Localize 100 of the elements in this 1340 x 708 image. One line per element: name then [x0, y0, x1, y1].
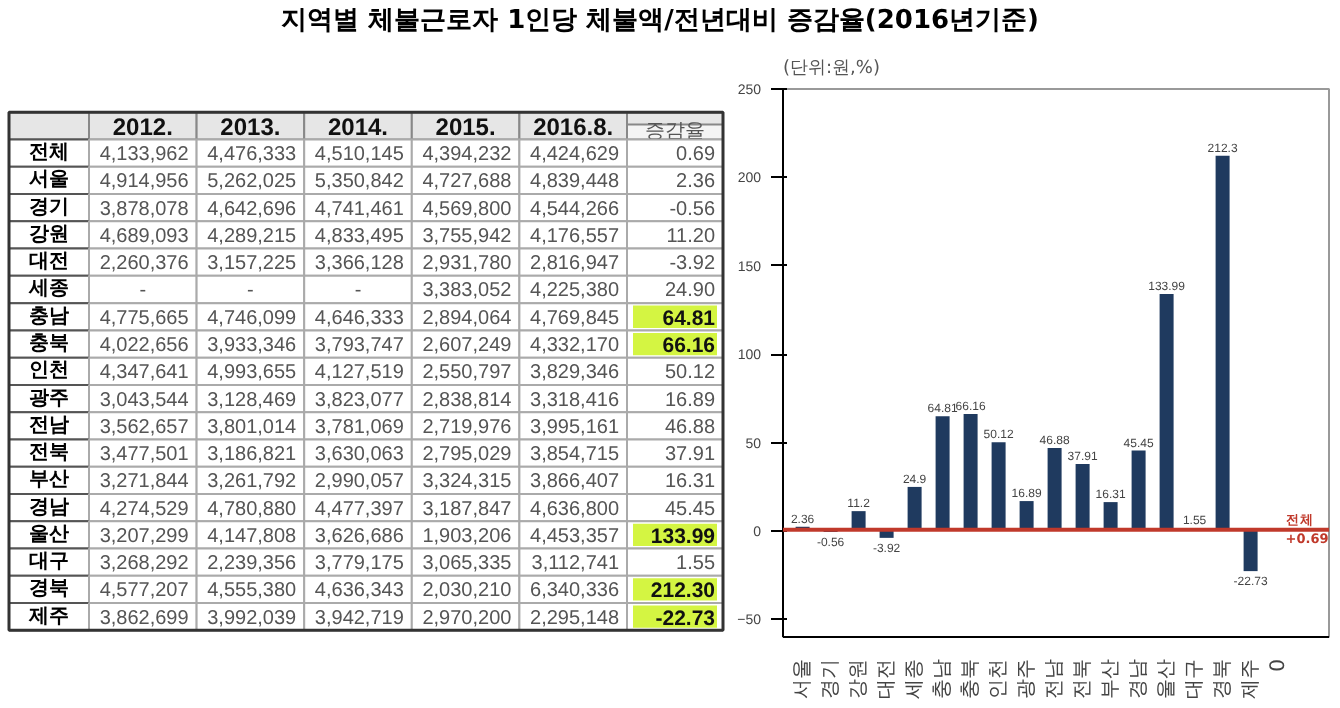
data-label: 3,207,299: [99, 525, 190, 548]
x-tick-label: 대전: [875, 659, 898, 699]
x-tick-label: 충북: [959, 659, 982, 699]
data-label: 3,779,175: [314, 553, 405, 576]
data-label: 2,970,200: [422, 607, 513, 630]
data-label: 4,636,800: [530, 498, 620, 521]
data-label: 4,642,696: [207, 198, 298, 221]
data-label: 133.99: [650, 524, 716, 549]
data-label: 2,260,376: [99, 253, 190, 276]
x-tick-label: 경남: [1127, 659, 1150, 699]
data-label: 3,866,407: [530, 471, 620, 494]
data-label: 2,719,976: [422, 416, 513, 439]
data-label: 4,993,655: [207, 362, 298, 385]
data-label: 3,157,225: [207, 253, 298, 276]
data-label: 4,555,380: [207, 580, 298, 603]
data-label: 4,544,266: [530, 198, 620, 221]
text: -: [247, 280, 254, 303]
data-label: 45.45: [664, 498, 716, 521]
data-label: 66.16: [662, 334, 716, 359]
data-label: 3,268,292: [99, 553, 190, 576]
x-tick-label: 서울: [791, 659, 814, 699]
data-label: 2,894,064: [422, 307, 513, 330]
data-label: 4,833,495: [314, 225, 405, 248]
data-label: 4,022,656: [99, 335, 190, 358]
data-label: 0.69: [676, 144, 716, 167]
data-label: 3,781,069: [314, 416, 405, 439]
x-tick-label: 제주: [1239, 659, 1262, 699]
data-label: 4,914,956: [99, 171, 190, 194]
data-label: 3,187,847: [422, 498, 513, 521]
x-tick-label: 2012.: [112, 112, 173, 141]
x-tick-label: 인천: [987, 659, 1010, 699]
data-label: 3,829,346: [530, 362, 620, 385]
data-label: -22.73: [655, 606, 716, 631]
data-label: 2,239,356: [207, 553, 298, 576]
data-label: 4,839,448: [530, 171, 620, 194]
y-tick-label: 강원: [29, 223, 69, 246]
data-label: 4,453,357: [530, 525, 620, 548]
data-label: 64.81: [662, 306, 716, 331]
data-label: 2,990,057: [314, 471, 405, 494]
data-label: 4,476,333: [207, 144, 298, 167]
x-tick-label: 강원: [847, 659, 870, 699]
data-label: 212.30: [650, 579, 716, 604]
data-label: 3,854,715: [530, 444, 620, 467]
data-label: 5,350,842: [314, 171, 405, 194]
y-tick-label: 광주: [29, 387, 69, 410]
data-label: 4,577,207: [99, 580, 190, 603]
text: -: [354, 280, 362, 303]
data-label: 11.20: [666, 225, 716, 248]
data-label: 4,510,145: [314, 144, 405, 167]
data-label: 3,992,039: [207, 607, 298, 630]
data-label: 5,262,025: [207, 171, 298, 194]
data-label: 3,128,469: [207, 389, 298, 412]
chart-subtitle: (단위:원,%): [783, 59, 880, 79]
y-tick-label: 인천: [29, 360, 69, 383]
data-label: 3,995,161: [530, 416, 620, 439]
x-tick-label: 대구: [1183, 659, 1206, 699]
y-tick-label: 서울: [29, 169, 69, 192]
data-label: 4,477,397: [314, 498, 405, 521]
x-tick-label: 2013.: [220, 112, 281, 141]
data-label: 3,755,942: [422, 225, 513, 248]
data-label: 2.36: [676, 171, 716, 194]
data-label: 4,225,380: [530, 280, 620, 303]
data-label: 3,823,077: [314, 389, 405, 412]
y-tick-label: 전남: [29, 414, 69, 437]
data-label: 1.55: [676, 553, 716, 576]
data-label: 3,942,719: [314, 607, 405, 630]
y-tick-label: 경기: [29, 196, 69, 219]
data-label: -0.56: [669, 198, 716, 221]
y-tick-label: 대구: [29, 551, 69, 574]
data-label: 37.91: [664, 444, 716, 467]
data-label: 6,340,336: [530, 580, 620, 603]
data-label: 4,394,232: [422, 144, 513, 167]
data-label: 3,630,063: [314, 444, 405, 467]
y-tick-label: 세종: [27, 278, 69, 301]
data-label: 3,933,346: [207, 335, 298, 358]
x-tick-label: 광주: [1015, 659, 1038, 699]
data-label: 4,176,557: [530, 225, 620, 248]
data-label: 3,878,078: [99, 198, 190, 221]
data-label: 2,838,814: [422, 389, 513, 412]
data-label: 3,065,335: [422, 553, 513, 576]
data-label: 24.90: [664, 280, 716, 303]
data-label: 2,795,029: [422, 444, 513, 467]
y-tick-label: 전체: [29, 142, 69, 165]
data-label: 4,775,665: [99, 307, 190, 330]
data-label: 4,347,641: [99, 362, 190, 385]
x-tick-label: 경북: [1211, 659, 1234, 699]
x-tick-label: 2014.: [327, 112, 389, 141]
data-label: 3,383,052: [422, 280, 513, 303]
data-label: 3,793,747: [314, 335, 405, 358]
data-label: 4,746,099: [207, 307, 298, 330]
data-label: 4,569,800: [422, 198, 513, 221]
data-label: 4,780,880: [207, 498, 298, 521]
y-tick-label: 충북: [29, 333, 69, 356]
x-tick-label: 경기: [819, 659, 842, 699]
data-label: 3,801,014: [207, 416, 298, 439]
x-tick-label: 세종: [903, 659, 926, 699]
y-tick-label: 대전: [29, 251, 69, 274]
text: -: [139, 280, 147, 303]
x-tick-label: 부산: [1099, 659, 1122, 699]
data-label: 3,862,699: [99, 607, 190, 630]
